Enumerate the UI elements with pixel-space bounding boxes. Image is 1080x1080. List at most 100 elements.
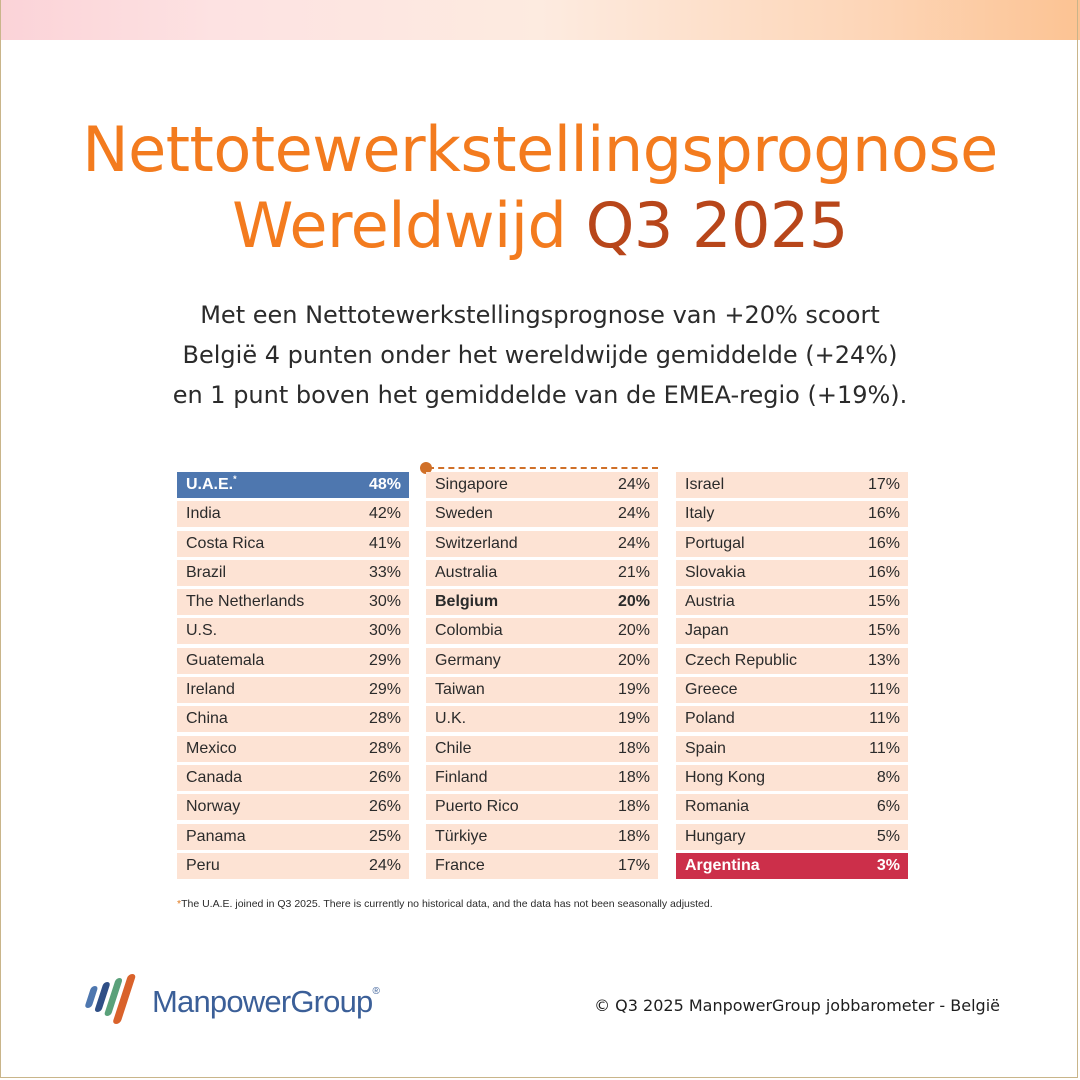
table-row: Argentina 3%: [676, 852, 908, 879]
manpowergroup-logo-icon: [85, 974, 136, 1024]
separator-dot: [420, 462, 432, 474]
country-value: 11%: [869, 681, 900, 699]
table-row: Peru 24%: [177, 852, 409, 879]
country-value: 41%: [368, 534, 401, 552]
table-column-3: Israel 17% Italy 16% Portugal 16% Slovakia 16% A…: [676, 472, 908, 882]
country-value: 20%: [617, 593, 650, 611]
country-value: 19%: [617, 681, 650, 699]
table-row: Romania 6%: [676, 794, 908, 821]
table-row: Slovakia 16%: [676, 559, 908, 586]
country-name: Hong Kong: [685, 768, 766, 786]
logo-wordmark: ManpowerGroup®: [152, 984, 380, 1020]
title-line-2-main: Wereldwijd: [232, 189, 567, 262]
country-value: 18%: [617, 768, 650, 786]
country-value: 16%: [867, 534, 900, 552]
country-name: Greece: [685, 681, 738, 699]
top-gradient-bar: [0, 0, 1080, 40]
country-name: Türkiye: [435, 827, 488, 845]
footnote-marker: *: [233, 474, 237, 484]
country-name: Argentina: [685, 856, 760, 874]
table-row: Austria 15%: [676, 589, 908, 616]
country-name: Mexico: [186, 739, 237, 757]
country-value: 28%: [368, 710, 401, 728]
country-value: 20%: [617, 622, 650, 640]
country-value: 26%: [368, 798, 401, 816]
table-row: Colombia 20%: [426, 618, 658, 645]
table-row: China 28%: [177, 706, 409, 733]
country-value: 33%: [368, 563, 401, 581]
country-value: 20%: [617, 651, 650, 669]
footnote: *The U.A.E. joined in Q3 2025. There is …: [177, 898, 713, 910]
country-value: 13%: [867, 651, 900, 669]
subtitle: Met een Nettotewerkstellingsprognose van…: [100, 295, 980, 415]
country-name: Costa Rica: [186, 534, 265, 552]
table-row: U.S. 30%: [177, 618, 409, 645]
country-value: 17%: [617, 856, 650, 874]
country-name: Italy: [685, 505, 715, 523]
title-line-2-accent: Q3 2025: [585, 189, 849, 262]
table-row: Brazil 33%: [177, 559, 409, 586]
table-row: Norway 26%: [177, 794, 409, 821]
table-row: Finland 18%: [426, 764, 658, 791]
table-row: Sweden 24%: [426, 501, 658, 528]
country-name: India: [186, 505, 221, 523]
table-row: Spain 11%: [676, 735, 908, 762]
country-name: Peru: [186, 856, 220, 874]
dashed-separator: [428, 467, 658, 469]
country-value: 29%: [368, 681, 401, 699]
table-row: Australia 21%: [426, 559, 658, 586]
title-line-1: Nettotewerkstellingsprognose: [82, 113, 998, 186]
table-row: Czech Republic 13%: [676, 647, 908, 674]
country-name: Finland: [435, 768, 488, 786]
country-name: Puerto Rico: [435, 798, 519, 816]
country-name: The Netherlands: [186, 593, 305, 611]
country-name: Czech Republic: [685, 651, 798, 669]
table-row: Italy 16%: [676, 501, 908, 528]
table-row: India 42%: [177, 501, 409, 528]
country-value: 6%: [876, 798, 900, 816]
country-name: Guatemala: [186, 651, 265, 669]
country-value: 15%: [867, 593, 900, 611]
table-row: The Netherlands 30%: [177, 589, 409, 616]
country-value: 24%: [617, 534, 650, 552]
subtitle-line-3: en 1 punt boven het gemiddelde van de EM…: [172, 381, 908, 409]
table-row: Canada 26%: [177, 764, 409, 791]
title-line-2: Wereldwijd Q3 2025: [0, 188, 1080, 264]
table-row: Hong Kong 8%: [676, 764, 908, 791]
table-row: Japan 15%: [676, 618, 908, 645]
table-column-1: U.A.E.* 48% India 42% Costa Rica 41% Brazil 33%…: [177, 472, 409, 882]
country-value: 30%: [368, 622, 401, 640]
page-title: Nettotewerkstellingsprognose Wereldwijd …: [0, 112, 1080, 264]
country-name: Austria: [685, 593, 735, 611]
country-name: Chile: [435, 739, 472, 757]
country-name: Portugal: [685, 534, 745, 552]
country-name: Ireland: [186, 681, 235, 699]
table-row: Belgium 20%: [426, 589, 658, 616]
table-row: France 17%: [426, 852, 658, 879]
country-value: 28%: [368, 739, 401, 757]
country-name: U.K.: [435, 710, 467, 728]
country-value: 30%: [368, 593, 401, 611]
country-name: Switzerland: [435, 534, 518, 552]
table-row: Germany 20%: [426, 647, 658, 674]
table-row: Panama 25%: [177, 823, 409, 850]
table-row: Taiwan 19%: [426, 677, 658, 704]
table-row: Hungary 5%: [676, 823, 908, 850]
country-name: Australia: [435, 563, 498, 581]
country-name: Hungary: [685, 827, 746, 845]
country-value: 11%: [869, 739, 900, 757]
country-name-wrap: U.A.E.*: [186, 474, 237, 494]
footnote-star: *: [177, 898, 182, 910]
country-name: Colombia: [435, 622, 503, 640]
table-row: Puerto Rico 18%: [426, 794, 658, 821]
country-value: 16%: [867, 505, 900, 523]
table-row: Israel 17%: [676, 472, 908, 498]
country-name: Brazil: [186, 563, 227, 581]
copyright-text: © Q3 2025 ManpowerGroup jobbarometer - B…: [594, 996, 1000, 1015]
country-name: France: [435, 856, 485, 874]
country-name: Panama: [186, 827, 246, 845]
table-row: Poland 11%: [676, 706, 908, 733]
table-row: Portugal 16%: [676, 530, 908, 557]
table-row: Mexico 28%: [177, 735, 409, 762]
